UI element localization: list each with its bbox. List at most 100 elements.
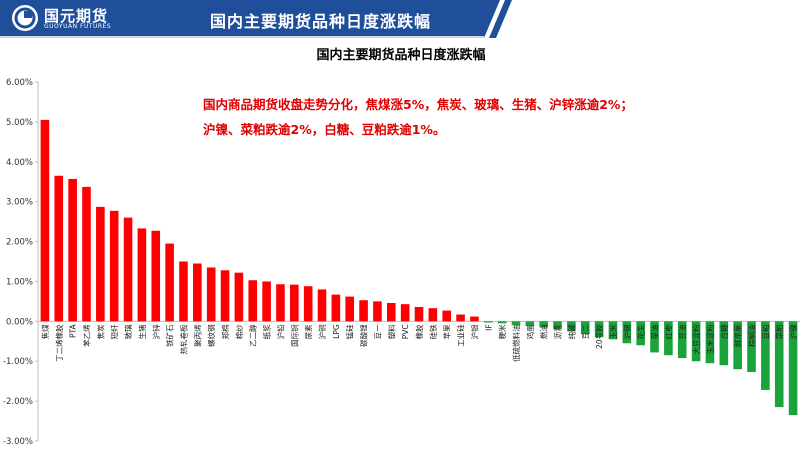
page-title: 国内主要期货品种日度涨跌幅 <box>210 12 432 31</box>
x-tick-label: 菜油 <box>650 324 660 339</box>
bar <box>290 284 299 322</box>
x-tick-label: 玻璃 <box>123 324 133 339</box>
bar <box>677 321 687 359</box>
x-tick-label: 豆粕 <box>760 324 770 339</box>
x-tick-label: 生猪 <box>137 324 147 339</box>
bar <box>220 270 230 322</box>
bar <box>456 314 465 322</box>
bar <box>553 321 562 330</box>
bar <box>234 272 244 322</box>
x-tick-label: 鲜苹果 <box>733 324 743 347</box>
x-tick-label: 塑料 <box>386 324 396 339</box>
bar <box>96 206 105 322</box>
x-tick-label: 沪锌 <box>151 324 161 339</box>
x-tick-label: 菜粕 <box>774 324 784 339</box>
x-tick-label: 花生 <box>636 324 646 339</box>
x-tick-label: 聚丙烯 <box>192 324 202 347</box>
x-tick-label: 热轧卷板 <box>178 324 188 354</box>
x-tick-label: 苹果 <box>442 324 452 339</box>
bar <box>206 267 216 322</box>
y-tick-label: 6.00% <box>6 78 33 88</box>
bar <box>54 175 64 322</box>
header-banner: 国元期货 GUOYUAN FUTURES 国内主要期货品种日度涨跌幅 <box>0 0 802 38</box>
logo-text: 国元期货 <box>44 7 109 25</box>
x-tick-label: 纸浆 <box>262 324 272 339</box>
bar <box>40 119 50 322</box>
x-tick-label: 棕榈油 <box>747 324 757 347</box>
bar <box>594 321 604 338</box>
x-tick-label: 焦煤 <box>40 324 50 339</box>
bar <box>331 294 341 322</box>
bar <box>262 281 271 322</box>
bar <box>650 321 659 353</box>
bar <box>788 321 798 416</box>
bar <box>705 321 715 364</box>
x-tick-label: 苯乙烯 <box>81 324 91 347</box>
x-tick-label: 沪银 <box>469 324 479 339</box>
bar <box>373 301 382 322</box>
bar <box>414 306 424 322</box>
x-tick-label: 沪铜 <box>317 324 327 339</box>
x-tick-label: 铁矿石 <box>165 324 175 347</box>
bar <box>511 321 521 326</box>
x-tick-label: 短纤 <box>109 324 119 339</box>
x-tick-label: 豆一 <box>373 324 382 339</box>
x-tick-label: 尿素 <box>303 324 313 339</box>
x-tick-label: 国际铜 <box>289 324 299 347</box>
x-tick-label: 丁二烯橡胶 <box>54 324 64 362</box>
bar <box>68 178 77 322</box>
x-tick-label: 螺纹钢 <box>206 324 216 347</box>
y-tick-label: -2.00% <box>3 397 33 407</box>
bar <box>719 321 729 366</box>
bar <box>317 289 327 322</box>
x-tick-label: 乙二醇 <box>248 324 258 347</box>
bar <box>359 300 368 322</box>
bar <box>691 321 701 362</box>
x-tick-label: 纯碱 <box>566 324 576 339</box>
x-tick-label: PVC <box>401 324 410 339</box>
bar <box>123 217 133 322</box>
bar <box>165 243 174 322</box>
x-tick-label: 工业硅 <box>456 324 466 347</box>
x-tick-label: 玉米 <box>608 324 618 339</box>
x-tick-label: LPG <box>332 324 341 339</box>
bar <box>636 321 645 346</box>
x-tick-label: 沥青 <box>553 324 563 339</box>
x-tick-label: 橡胶 <box>414 324 424 339</box>
x-tick-label: 玉米淀粉 <box>705 324 715 354</box>
header-background <box>0 0 802 38</box>
y-tick-label: 3.00% <box>6 198 33 208</box>
x-tick-label: 沪铅 <box>275 324 285 339</box>
bar <box>483 321 493 323</box>
x-tick-label: 白糖 <box>719 324 729 339</box>
bar <box>386 302 396 322</box>
bar <box>82 186 91 322</box>
bar <box>109 210 119 322</box>
x-tick-label: 棉纱 <box>234 324 244 339</box>
x-tick-label: 锰硅 <box>345 324 355 339</box>
x-tick-label: 豆油 <box>677 324 687 339</box>
x-tick-label: 鸡蛋 <box>525 324 535 339</box>
x-tick-label: 粳米 <box>497 324 507 339</box>
y-tick-label: 0.00% <box>6 317 33 327</box>
bar <box>345 296 355 322</box>
x-tick-label: 沪镍 <box>788 324 798 339</box>
bar <box>761 321 770 390</box>
bar <box>137 228 147 322</box>
bar <box>580 321 590 335</box>
x-tick-label: 碳酸锂 <box>359 324 369 347</box>
bar <box>774 321 784 408</box>
bar <box>567 321 576 332</box>
x-tick-label: 焦炭 <box>95 324 105 339</box>
bar <box>248 280 258 322</box>
x-tick-label: 沪锡 <box>622 324 632 339</box>
x-tick-label: 燃油 <box>539 324 549 339</box>
bar <box>442 310 452 322</box>
bar <box>664 321 673 356</box>
y-tick-label: -1.00% <box>3 357 33 367</box>
logo-subtext: GUOYUAN FUTURES <box>44 23 112 30</box>
x-tick-label: 豆二 <box>581 324 590 339</box>
y-tick-label: 2.00% <box>6 238 33 248</box>
bar <box>276 284 285 322</box>
x-tick-label: 郑棉 <box>220 324 230 339</box>
